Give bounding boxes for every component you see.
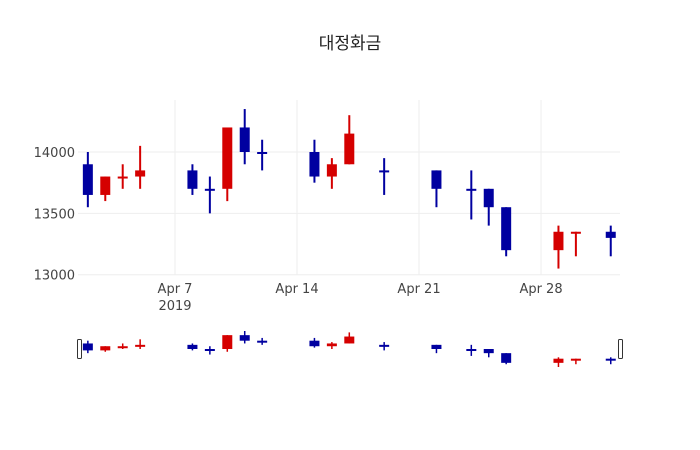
rangeslider-candle-body [344, 336, 355, 344]
rangeslider-candle-body [135, 344, 146, 347]
candle-body [483, 188, 494, 208]
candle-body [222, 127, 233, 189]
candle-body [466, 188, 477, 191]
candle-body [309, 152, 320, 177]
rangeslider-right-handle[interactable] [618, 339, 623, 359]
candle-body [326, 164, 337, 177]
candle-body [570, 231, 581, 234]
rangeslider-candle-body [466, 349, 477, 351]
rangeslider-candle-body [309, 340, 320, 347]
rangeslider-candle-body [100, 346, 111, 351]
candle-body [257, 152, 268, 154]
rangeslider-candle-body [117, 346, 128, 349]
rangeslider-candle-body [483, 349, 494, 354]
candle-body [135, 170, 146, 177]
rangeslider-candle-body [82, 343, 93, 351]
rangeslider-candle-body [187, 344, 198, 349]
candle-body [379, 170, 390, 173]
y-tick-label: 14000 [34, 146, 75, 161]
x-tick-year-label: 2019 [158, 299, 191, 314]
candle-body [239, 127, 250, 152]
candle-body [82, 164, 93, 195]
y-tick-label: 13500 [34, 207, 75, 222]
rangeslider-candle-body [605, 358, 616, 361]
rangeslider-candle-body [204, 349, 215, 351]
candle-body [501, 207, 512, 251]
x-tick-label: Apr 21 [397, 282, 440, 297]
x-tick-label: Apr 7 [158, 282, 193, 297]
rangeslider-candle-body [257, 340, 268, 343]
candle-body [553, 231, 564, 251]
candle-body [431, 170, 442, 189]
rangeslider-left-handle[interactable] [77, 339, 82, 359]
candle-body [187, 170, 198, 189]
candle-body [117, 176, 128, 179]
candle-body [204, 188, 215, 191]
rangeslider-candle-body [326, 343, 337, 347]
rangeslider-candle-body [431, 344, 442, 349]
x-tick-label: Apr 14 [275, 282, 318, 297]
x-tick-label: Apr 28 [519, 282, 562, 297]
rangeslider-candle-body [501, 353, 512, 363]
candle-body [605, 231, 616, 238]
rangeslider-candle-body [570, 358, 581, 361]
chart-title: 대정화금 [318, 34, 382, 54]
y-tick-label: 13000 [34, 269, 75, 284]
rangeslider-candle-body [379, 344, 390, 347]
rangeslider-candle-body [222, 335, 233, 349]
rangeslider-candle-body [553, 358, 564, 363]
candle-body [100, 176, 111, 195]
rangeslider-candle-body [239, 335, 250, 341]
candle-body [344, 133, 355, 165]
